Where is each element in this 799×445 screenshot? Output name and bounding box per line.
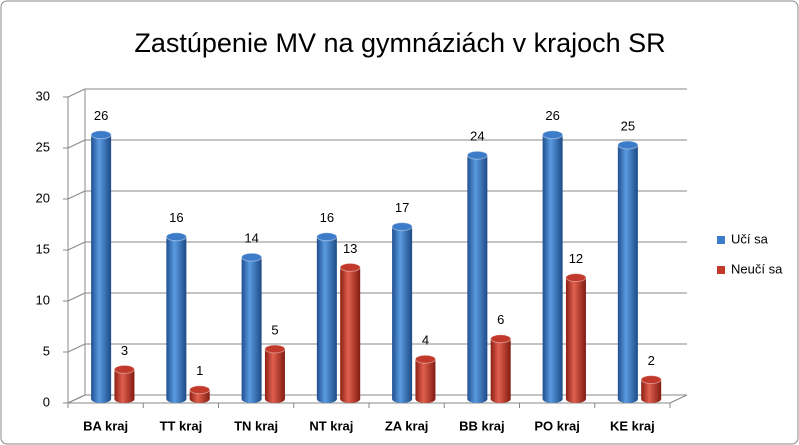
x-tick-label: TN kraj: [234, 418, 278, 433]
bar-top: [316, 232, 338, 242]
bar: [166, 236, 187, 399]
grid-diag: [67, 88, 86, 98]
grid-diag: [67, 241, 86, 251]
data-label: 16: [320, 210, 334, 225]
bar: [91, 134, 112, 400]
bar-top: [189, 385, 211, 395]
bar: [392, 226, 413, 399]
bar-top: [165, 232, 187, 242]
bar: [264, 349, 285, 399]
data-label: 13: [343, 241, 357, 256]
data-label: 3: [121, 343, 128, 358]
grid-diag: [67, 139, 86, 149]
bar: [114, 369, 135, 399]
x-tick-label: TT kraj: [160, 418, 203, 433]
data-label: 14: [244, 231, 258, 246]
y-tick-label: 5: [43, 343, 50, 358]
data-label: 6: [497, 312, 504, 327]
bar-top: [466, 150, 488, 160]
bar-top: [414, 354, 436, 364]
bar: [542, 134, 563, 400]
bar: [565, 277, 586, 399]
grid-diag: [67, 343, 86, 353]
bar-top: [339, 262, 361, 272]
bar-top: [617, 140, 639, 150]
legend-label: Učí sa: [731, 231, 769, 246]
bar-top: [264, 344, 286, 354]
legend-label: Neučí sa: [731, 261, 783, 276]
bar-top: [391, 222, 413, 232]
data-label: 12: [569, 251, 583, 266]
bar-top: [90, 130, 112, 140]
x-tick-label: PO kraj: [534, 418, 580, 433]
bar: [340, 267, 361, 399]
bar: [617, 145, 638, 399]
data-label: 2: [648, 353, 655, 368]
data-label: 26: [94, 108, 108, 123]
y-tick-label: 0: [43, 394, 50, 409]
bar-top: [241, 252, 263, 262]
data-label: 25: [621, 118, 635, 133]
bar: [189, 389, 210, 399]
floor-edge: [669, 394, 688, 404]
x-tick-label: NT kraj: [309, 418, 353, 433]
grid-diag: [67, 292, 86, 302]
bar: [415, 359, 436, 399]
bar: [241, 257, 262, 399]
y-tick-label: 20: [36, 190, 50, 205]
legend-swatch: [717, 236, 725, 244]
bar: [467, 155, 488, 399]
grid-diag: [67, 190, 86, 200]
data-label: 16: [169, 210, 183, 225]
bar-top: [565, 273, 587, 283]
bar: [641, 379, 662, 399]
data-label: 1: [196, 363, 203, 378]
x-tick-label: BB kraj: [459, 418, 505, 433]
x-tick-label: BA kraj: [83, 418, 128, 433]
y-tick-label: 15: [36, 241, 50, 256]
data-label: 5: [271, 322, 278, 337]
y-tick-label: 25: [36, 139, 50, 154]
bar-top: [542, 130, 564, 140]
data-label: 26: [545, 108, 559, 123]
data-label: 24: [470, 129, 484, 144]
bar-top: [640, 375, 662, 385]
legend-swatch: [717, 266, 725, 274]
chart-title: Zastúpenie MV na gymnáziách v krajoch SR: [134, 28, 665, 58]
data-label: 4: [422, 333, 429, 348]
x-tick-label: ZA kraj: [385, 418, 429, 433]
y-tick-label: 10: [36, 292, 50, 307]
x-tick-label: KE kraj: [610, 418, 655, 433]
y-tick-label: 30: [36, 88, 50, 103]
bar-top: [113, 364, 135, 374]
data-label: 17: [395, 200, 409, 215]
bar: [490, 338, 511, 399]
bar-top: [490, 334, 512, 344]
grid-diag: [67, 394, 86, 404]
bar: [316, 236, 337, 399]
